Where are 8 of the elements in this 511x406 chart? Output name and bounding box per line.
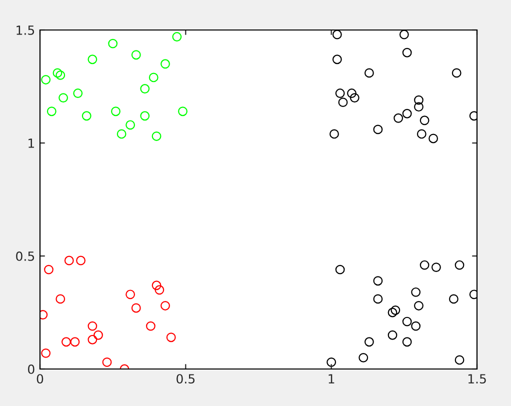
x-tick-label: 0.5 <box>176 374 195 384</box>
x-tick-label: 1 <box>328 374 334 384</box>
y-tick-label: 1.5 <box>16 26 34 35</box>
x-tick-label: 1.5 <box>468 374 486 384</box>
y-tick-label: 0.5 <box>16 251 34 261</box>
y-tick-label: 0 <box>28 364 34 374</box>
y-tick-label: 1 <box>28 138 34 148</box>
x-tick-label: 0 <box>36 374 44 384</box>
